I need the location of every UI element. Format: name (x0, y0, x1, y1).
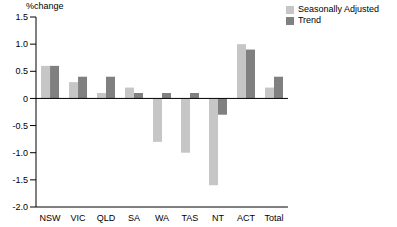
svg-text:SA: SA (128, 213, 140, 223)
svg-text:0.5: 0.5 (15, 66, 28, 76)
svg-text:1.5: 1.5 (15, 12, 28, 22)
svg-text:QLD: QLD (97, 213, 116, 223)
svg-text:-1.5: -1.5 (12, 175, 28, 185)
svg-text:WA: WA (155, 213, 169, 223)
svg-text:NT: NT (212, 213, 224, 223)
svg-text:TAS: TAS (182, 213, 199, 223)
svg-text:ACT: ACT (237, 213, 256, 223)
html-text:Trend: Trend (297, 15, 322, 25)
svg-text:1.0: 1.0 (15, 39, 28, 49)
svg-text:0: 0 (23, 94, 28, 104)
html-text:%change: %change (26, 1, 64, 11)
svg-text:-2.0: -2.0 (12, 202, 28, 212)
svg-text:NSW: NSW (39, 213, 61, 223)
svg-text:-0.5: -0.5 (12, 121, 28, 131)
svg-text:-1.0: -1.0 (12, 148, 28, 158)
svg-text:VIC: VIC (70, 213, 86, 223)
html-text:Seasonally Adjusted: Seasonally Adjusted (297, 4, 379, 14)
svg-text:Total: Total (264, 213, 283, 223)
